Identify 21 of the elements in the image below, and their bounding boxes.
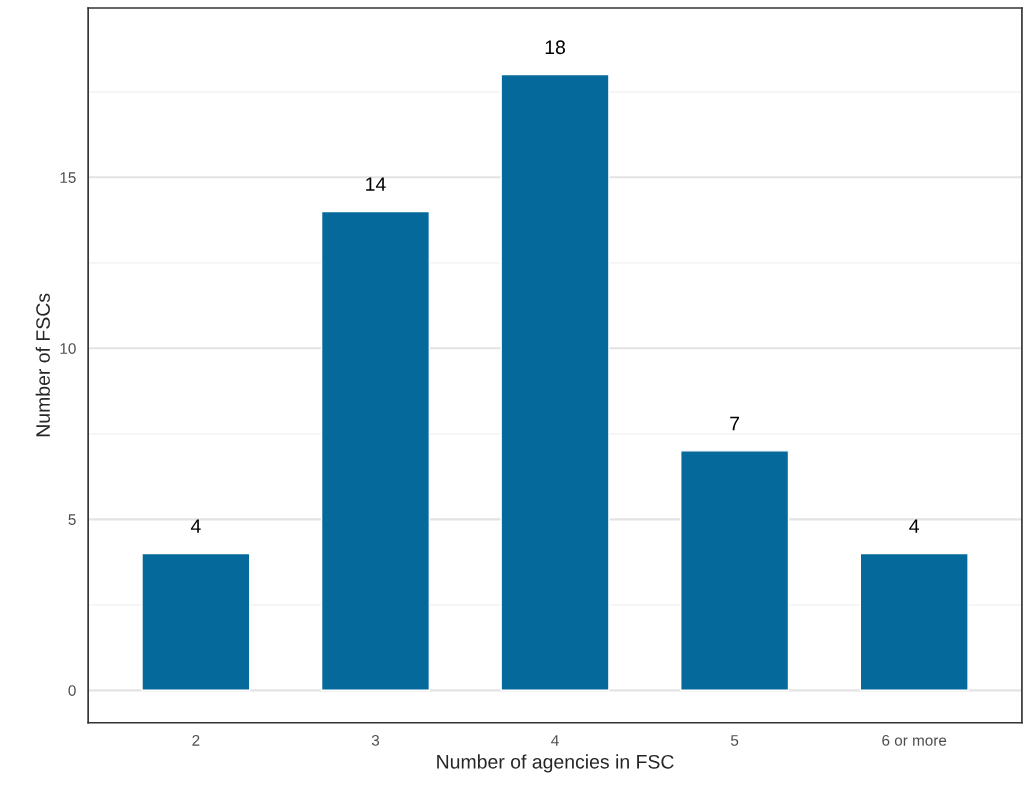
data-label: 4 bbox=[909, 519, 920, 533]
y-tick-label: 0 bbox=[68, 685, 76, 696]
bar bbox=[500, 73, 610, 691]
data-label: 14 bbox=[366, 177, 386, 191]
x-tick-label: 5 bbox=[730, 735, 739, 746]
data-label: 7 bbox=[730, 416, 740, 431]
bar bbox=[680, 450, 790, 691]
x-tick-label: 6 or more bbox=[882, 734, 947, 746]
x-tick-label: 4 bbox=[551, 735, 559, 746]
bar bbox=[320, 210, 431, 691]
data-label: 18 bbox=[545, 40, 566, 55]
y-tick-label: 15 bbox=[60, 172, 76, 183]
x-axis-title: Number of agencies in FSC bbox=[437, 754, 674, 773]
y-tick-label: 10 bbox=[60, 343, 76, 354]
bar bbox=[859, 552, 969, 691]
y-axis-title: Number of FSCs bbox=[35, 293, 50, 437]
data-label: 4 bbox=[190, 519, 201, 533]
bar bbox=[141, 552, 251, 691]
y-tick-label: 5 bbox=[68, 514, 76, 525]
x-tick-label: 3 bbox=[371, 734, 380, 746]
x-tick-label: 2 bbox=[192, 734, 200, 746]
